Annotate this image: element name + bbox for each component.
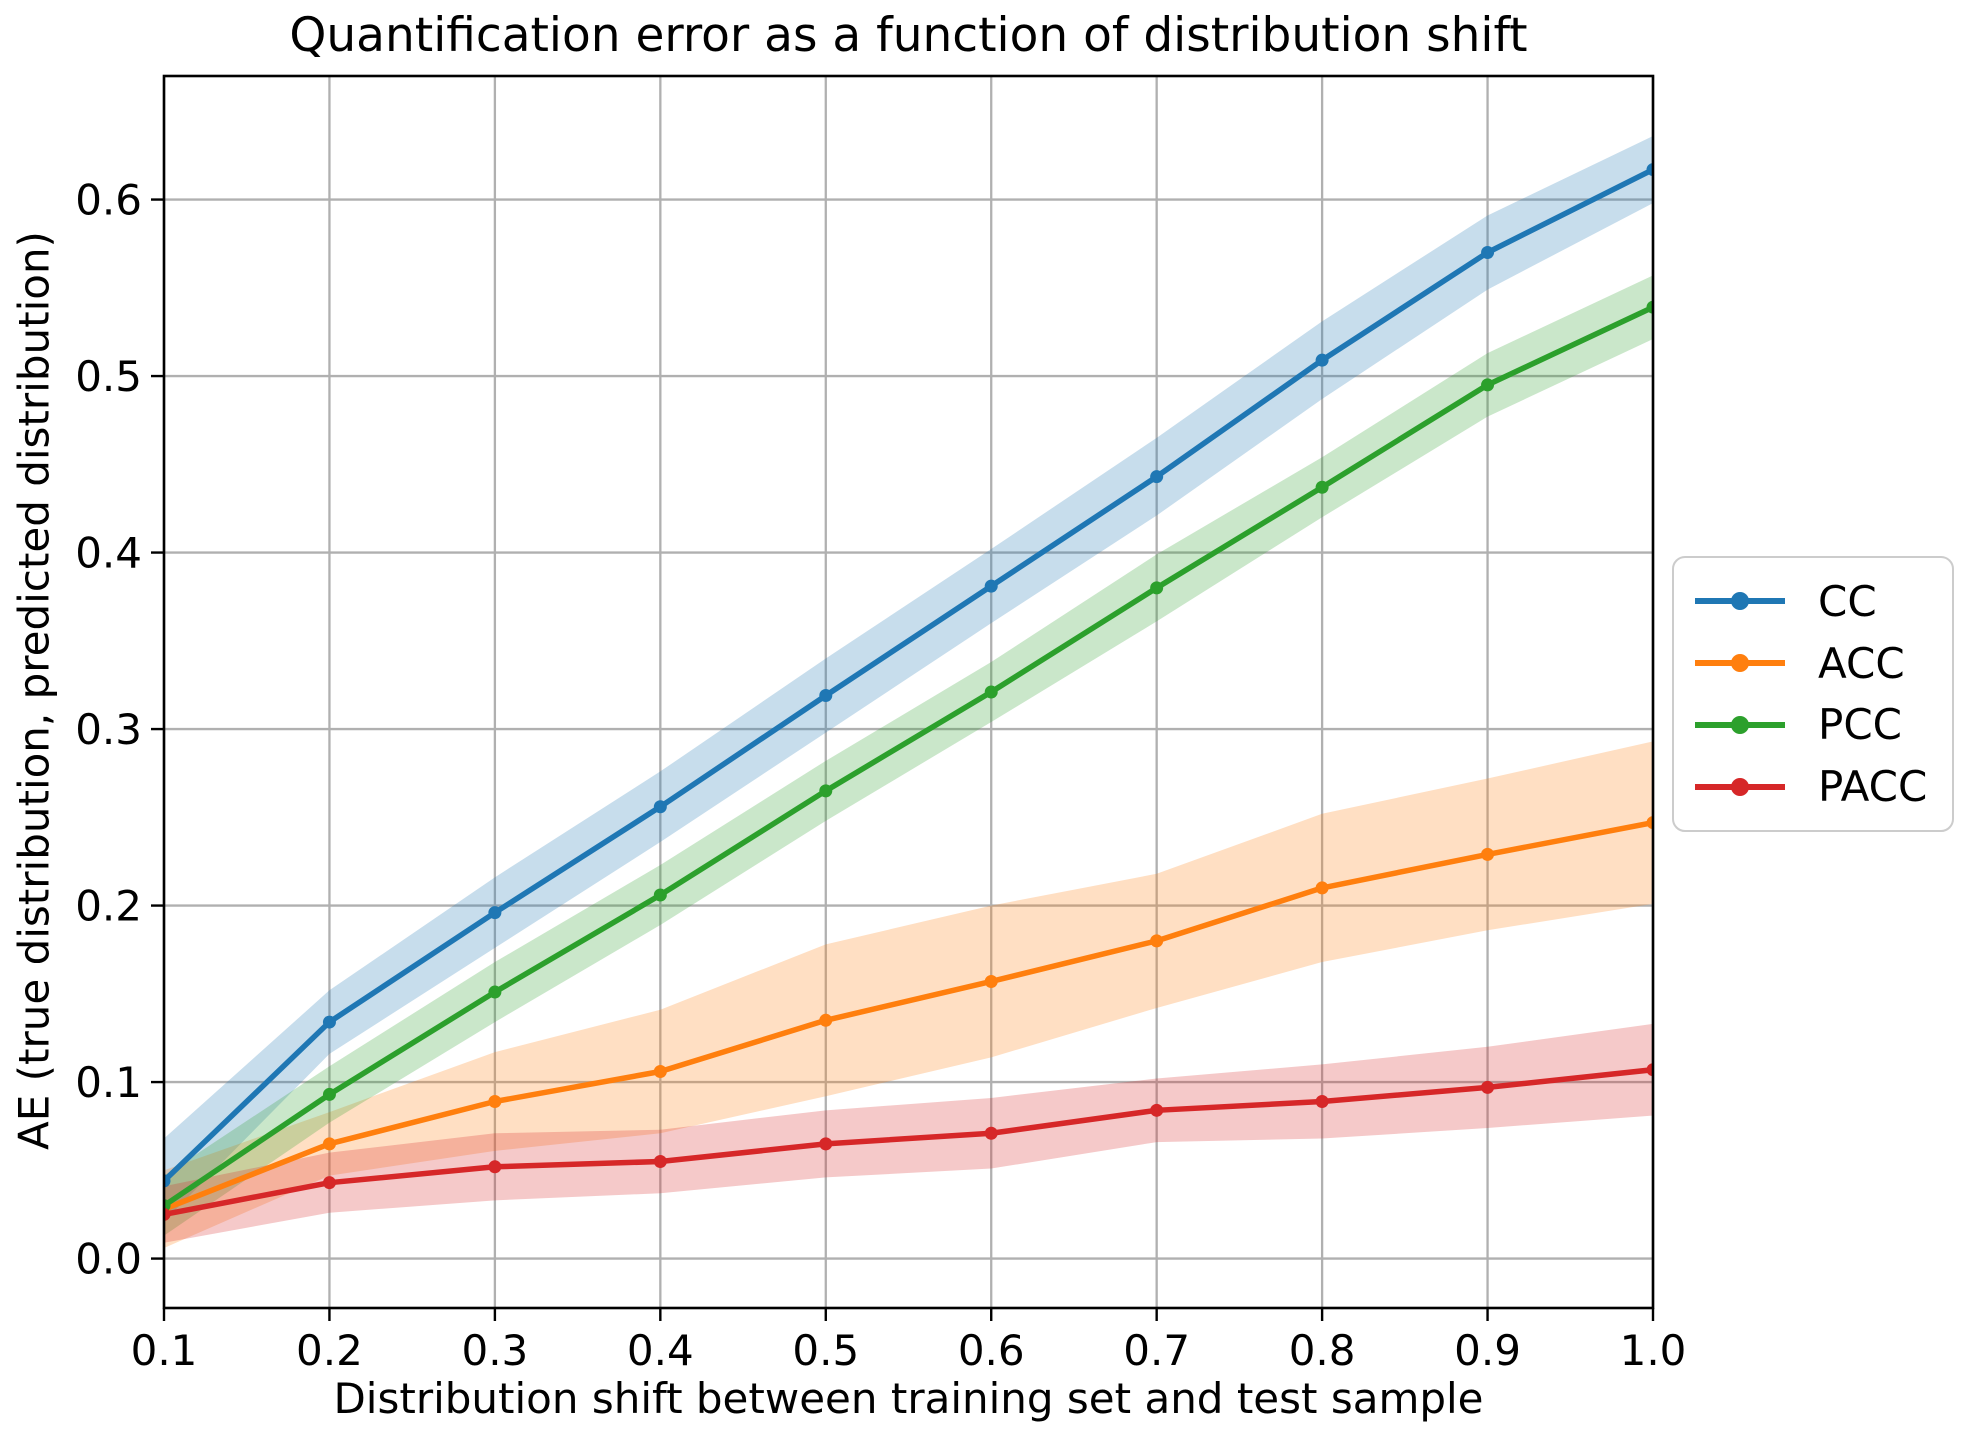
pacc-marker [1315, 1094, 1329, 1108]
x-tick-label: 0.3 [461, 1326, 528, 1375]
cc-line-swatch-icon [1695, 592, 1785, 611]
legend-entry-cc: CC [1692, 577, 1942, 626]
cc-marker [1150, 470, 1164, 484]
x-tick-label: 0.7 [1123, 1326, 1190, 1375]
cc-marker [1481, 246, 1495, 260]
acc-marker [1481, 847, 1495, 861]
acc-marker [984, 974, 998, 988]
cc-marker [1646, 163, 1653, 177]
cc-marker [322, 1015, 336, 1029]
pacc-line-swatch-icon [1695, 777, 1785, 796]
axes-spines [162, 74, 1655, 1310]
pcc-marker [819, 784, 833, 798]
legend: CC ACC PCC PACC [1672, 556, 1954, 832]
pacc-confidence-band [164, 1023, 1653, 1243]
pacc-marker [1646, 1063, 1653, 1077]
pcc-marker [322, 1087, 336, 1101]
x-tick-label: 1.0 [1620, 1326, 1687, 1375]
cc-marker [819, 689, 833, 703]
legend-label: PCC [1818, 700, 1902, 750]
acc-marker [653, 1064, 667, 1078]
legend-entry-pcc: PCC [1692, 700, 1942, 749]
pacc-marker [819, 1137, 833, 1151]
pacc-marker [653, 1155, 667, 1169]
legend-label: PACC [1818, 762, 1928, 812]
y-axis-label: AE (true distribution, predicted distrib… [9, 231, 59, 1150]
pcc-marker [984, 685, 998, 699]
y-tick-label: 0.1 [75, 1058, 142, 1107]
cc-marker [488, 906, 502, 920]
acc-marker [1646, 816, 1653, 830]
pcc-marker [1646, 300, 1653, 314]
y-tick-label: 0.0 [75, 1235, 142, 1284]
acc-marker [1315, 881, 1329, 895]
pacc-marker [1150, 1103, 1164, 1117]
cc-marker [653, 800, 667, 814]
x-axis-label: Distribution shift between training set … [333, 1374, 1484, 1423]
y-tick-label: 0.6 [75, 176, 142, 225]
cc-marker [1315, 353, 1329, 367]
x-tick-label: 0.6 [958, 1326, 1025, 1375]
pacc-marker [984, 1126, 998, 1140]
pcc-line-swatch-icon [1695, 715, 1785, 734]
x-tick-label: 0.1 [131, 1326, 198, 1375]
acc-marker [1150, 934, 1164, 948]
pacc-marker [322, 1176, 336, 1190]
cc-confidence-band [164, 136, 1653, 1222]
acc-line-swatch-icon [1695, 654, 1785, 673]
pcc-line [164, 304, 1653, 1209]
x-tick-label: 0.8 [1289, 1326, 1356, 1375]
legend-entry-pacc: PACC [1692, 762, 1942, 811]
acc-marker [819, 1013, 833, 1027]
legend-entry-acc: ACC [1692, 639, 1942, 688]
y-tick-label: 0.4 [75, 529, 142, 578]
pcc-marker [1150, 581, 1164, 595]
x-tick-label: 0.9 [1454, 1326, 1521, 1375]
pacc-line [164, 1066, 1653, 1218]
pacc-marker [164, 1207, 171, 1221]
tick-marks [151, 198, 1655, 1321]
acc-line [164, 819, 1653, 1212]
chart-title: Quantification error as a function of di… [289, 8, 1528, 63]
acc-marker [488, 1094, 502, 1108]
acc-marker [322, 1137, 336, 1151]
cc-marker [984, 579, 998, 593]
x-tick-label: 0.5 [792, 1326, 859, 1375]
legend-label: ACC [1818, 638, 1905, 688]
pcc-marker [488, 985, 502, 999]
legend-label: CC [1818, 576, 1877, 626]
y-tick-label: 0.5 [75, 352, 142, 401]
y-tick-label: 0.3 [75, 705, 142, 754]
y-tick-label: 0.2 [75, 882, 142, 931]
pacc-marker [488, 1160, 502, 1174]
pcc-marker [1481, 378, 1495, 392]
pcc-marker [1315, 480, 1329, 494]
x-tick-label: 0.4 [627, 1326, 694, 1375]
tick-labels: 0.1 0.2 0.3 0.4 0.5 0.6 0.7 0.8 0.9 1.0 0.0 0.1 0.2 0… [75, 176, 1686, 1375]
cc-line [164, 166, 1653, 1184]
pacc-marker [1481, 1080, 1495, 1094]
pcc-marker [653, 888, 667, 902]
x-tick-label: 0.2 [296, 1326, 363, 1375]
cc-marker [164, 1174, 171, 1188]
series-group [164, 136, 1653, 1248]
acc-confidence-band [164, 741, 1653, 1248]
